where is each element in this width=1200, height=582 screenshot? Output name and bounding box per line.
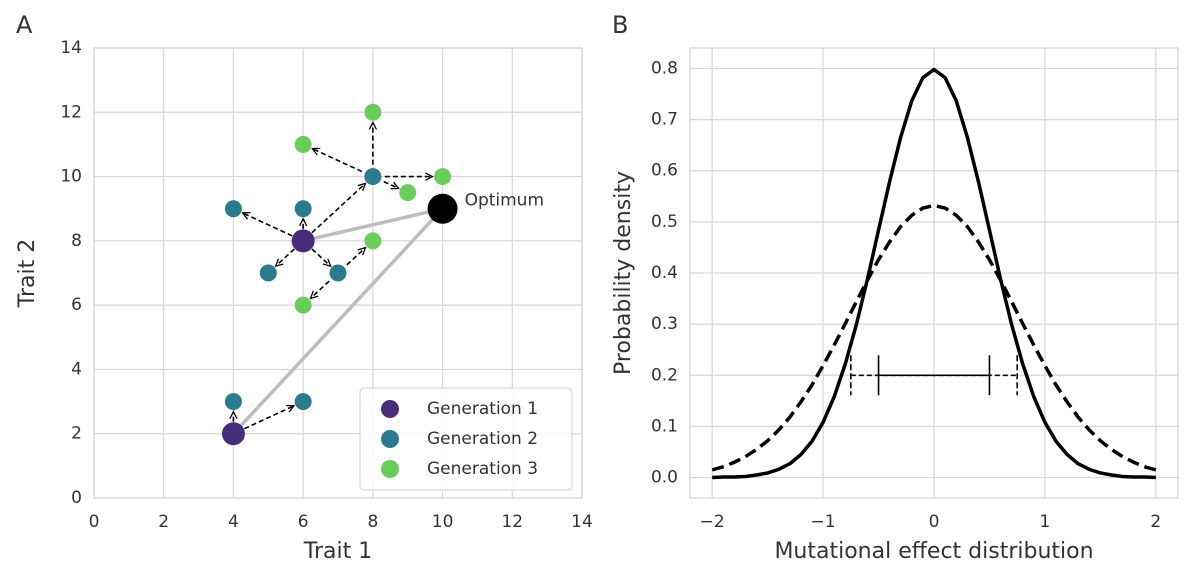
x-tick-label: 0 [89,512,100,532]
x-tick-label: 0 [929,512,940,532]
y-tick-label: 0 [71,488,82,508]
x-tick-label: 2 [158,512,169,532]
x-tick-label: 14 [571,512,593,532]
legend-marker [381,460,399,478]
path-to-optimum [232,207,444,435]
y-tick-label: 0.6 [651,161,678,181]
y-tick-label: 0.5 [651,212,678,232]
x-tick-label: 10 [432,512,454,532]
point [259,264,277,282]
mutation-arrow [311,248,331,266]
density-curve [712,67,1156,480]
legend-label: Generation 2 [427,429,538,449]
point [221,422,245,446]
point [434,168,452,186]
point [294,135,312,153]
point [224,200,242,218]
y-tick-label: 6 [71,295,82,315]
mutation-arrow [276,248,295,266]
plot-frame [689,47,1179,499]
optimum-label: Optimum [465,191,544,211]
x-tick-label: 8 [367,512,378,532]
mutation-arrow [243,406,294,430]
plot-frame [93,47,583,499]
x-axis-label: Trait 1 [303,539,372,564]
point [294,200,312,218]
point [294,296,312,314]
y-axis-label: Probability density [611,171,636,375]
point [294,393,312,411]
legend-label: Generation 3 [427,459,538,479]
y-tick-label: 0.2 [651,365,678,385]
point [399,184,417,202]
point [224,393,242,411]
y-tick-label: 14 [60,38,82,58]
legend-box [359,387,573,491]
x-tick-label: 12 [501,512,523,532]
x-axis-label: Mutational effect distribution [774,539,1093,564]
y-tick-label: 12 [60,102,82,122]
mutation-arrow [310,280,330,298]
mutation-arrow [383,180,399,189]
y-tick-label: 4 [71,359,82,379]
point [364,103,382,121]
y-tick-label: 0.4 [651,263,678,283]
optimum-point [427,193,458,224]
y-axis-label: Trait 2 [15,239,40,308]
y-tick-label: 0.1 [651,416,678,436]
y-tick-label: 10 [60,167,82,187]
mutation-arrow [311,183,366,234]
y-tick-label: 0.3 [651,314,678,334]
panel-label: A [16,11,33,39]
mutation-arrow [346,248,366,266]
legend-marker [381,430,399,448]
y-tick-label: 0.7 [651,110,678,130]
x-tick-label: 4 [228,512,239,532]
point [364,232,382,250]
y-tick-label: 0.8 [651,58,678,78]
y-tick-label: 0.0 [651,468,678,488]
mutation-arrow [312,149,363,173]
point [364,168,382,186]
x-tick-label: 1 [1039,512,1050,532]
y-tick-label: 2 [71,424,82,444]
panel-label: B [612,11,628,39]
x-tick-label: 2 [1150,512,1161,532]
path-to-optimum [302,207,443,243]
mutation-arrow [243,213,293,237]
x-tick-label: 6 [298,512,309,532]
legend-label: Generation 1 [427,399,538,419]
y-tick-label: 8 [71,231,82,251]
density-curve [711,203,1157,472]
legend-marker [381,400,399,418]
point [329,264,347,282]
x-tick-label: −1 [811,512,836,532]
point [291,229,315,253]
x-tick-label: −2 [700,512,725,532]
